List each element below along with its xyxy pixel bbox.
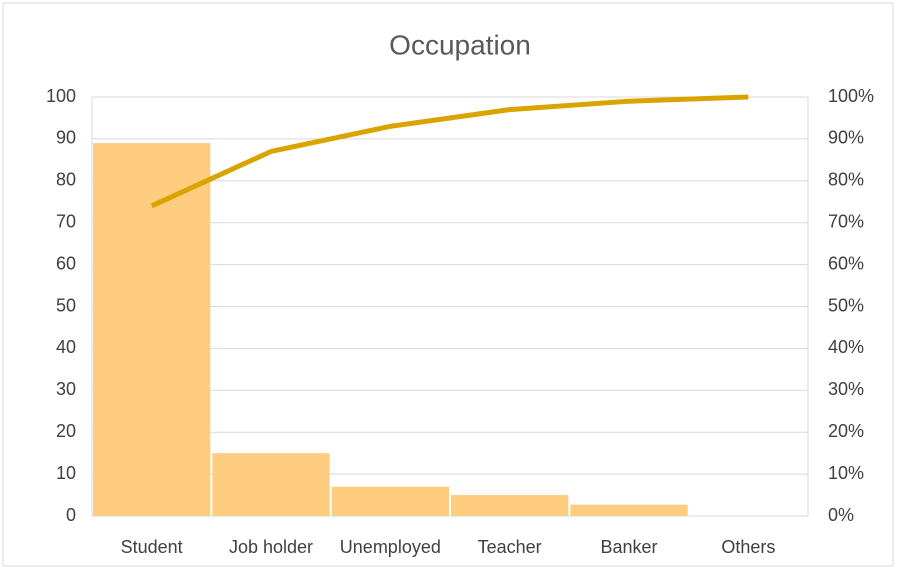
- y2-tick-label: 100%: [828, 86, 874, 106]
- y2-tick-label: 30%: [828, 379, 864, 399]
- y2-tick-label: 40%: [828, 337, 864, 357]
- y-tick-label: 0: [66, 505, 76, 525]
- cumulative-line: [150, 94, 749, 209]
- bar: [331, 486, 449, 516]
- bar: [212, 453, 330, 516]
- y-tick-label: 100: [46, 86, 76, 106]
- chart-title: Occupation: [389, 29, 531, 60]
- x-tick-label: Job holder: [229, 537, 313, 557]
- y2-tick-label: 50%: [828, 295, 864, 315]
- x-tick-label: Unemployed: [340, 537, 441, 557]
- y-tick-label: 80: [56, 170, 76, 190]
- y-tick-label: 90: [56, 128, 76, 148]
- x-tick-label: Banker: [600, 537, 657, 557]
- y-tick-label: 50: [56, 295, 76, 315]
- x-tick-label: Teacher: [478, 537, 542, 557]
- y-tick-label: 10: [56, 463, 76, 483]
- y2-tick-label: 60%: [828, 253, 864, 273]
- y-tick-label: 60: [56, 253, 76, 273]
- y2-tick-label: 20%: [828, 421, 864, 441]
- y2-tick-label: 70%: [828, 211, 864, 231]
- x-tick-label: Others: [721, 537, 775, 557]
- x-tick-label: Student: [121, 537, 183, 557]
- y-tick-label: 70: [56, 211, 76, 231]
- bar: [570, 504, 688, 516]
- y2-tick-label: 90%: [828, 128, 864, 148]
- y2-tick-label: 80%: [828, 170, 864, 190]
- bar: [93, 143, 211, 516]
- y2-tick-label: 0%: [828, 505, 854, 525]
- bar: [451, 495, 569, 516]
- y-tick-label: 20: [56, 421, 76, 441]
- y2-tick-label: 10%: [828, 463, 864, 483]
- y-tick-label: 30: [56, 379, 76, 399]
- y-tick-label: 40: [56, 337, 76, 357]
